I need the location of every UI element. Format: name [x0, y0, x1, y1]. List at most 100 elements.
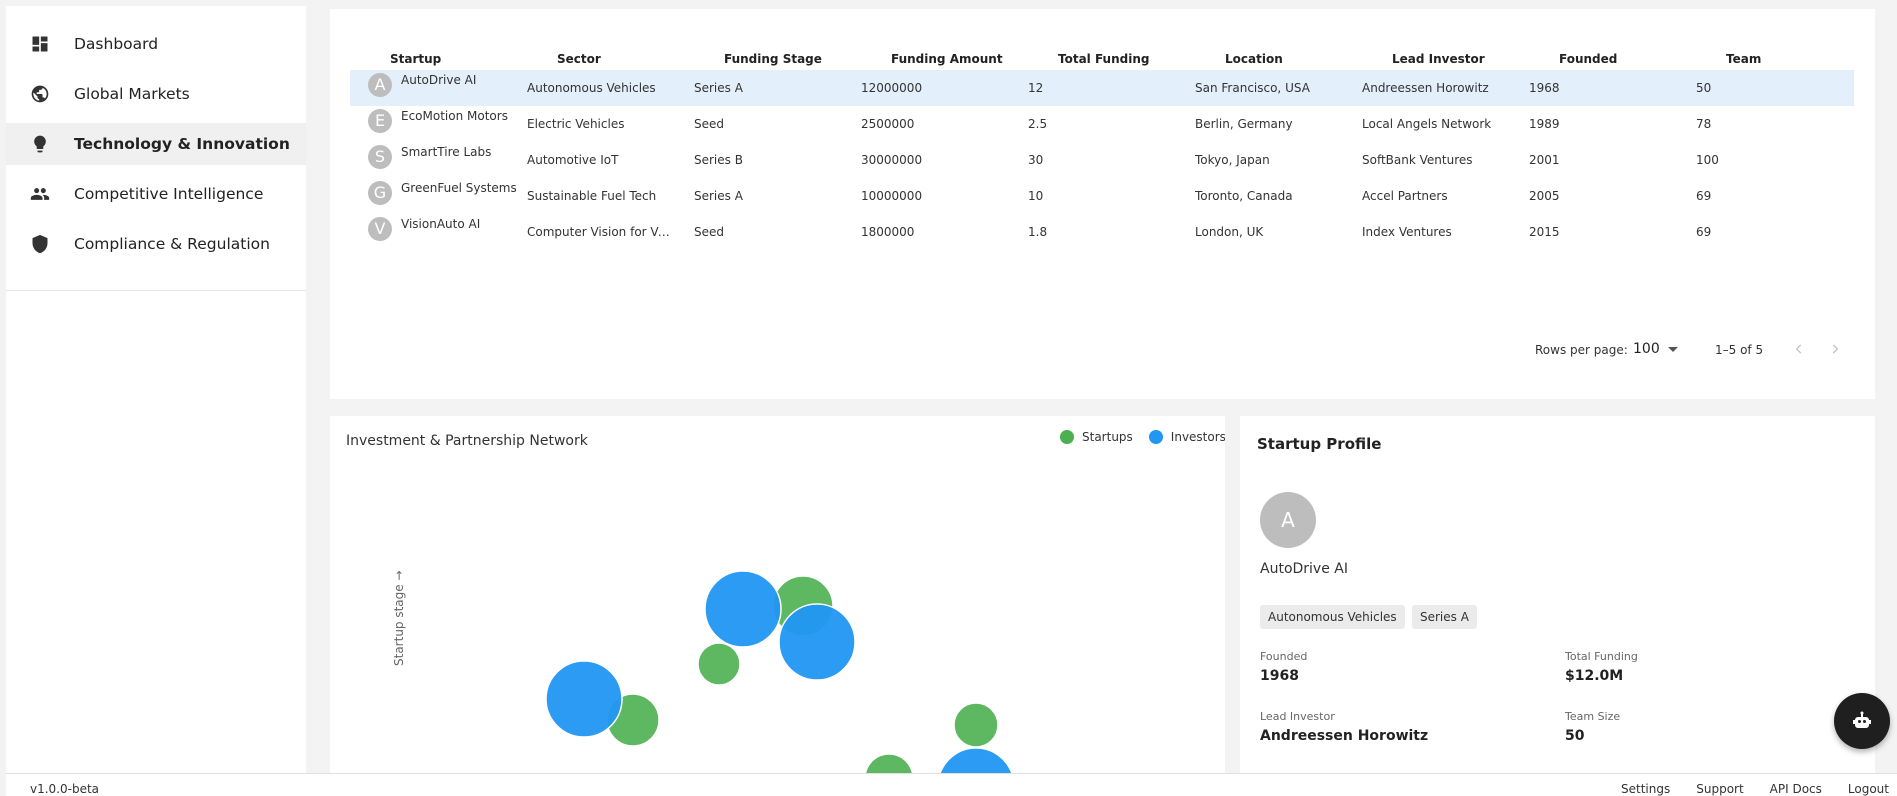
- founded-label: Founded: [1260, 650, 1308, 663]
- support-link[interactable]: Support: [1696, 782, 1744, 796]
- version-label: v1.0.0-beta: [30, 782, 100, 796]
- location-cell: Berlin, Germany: [1195, 117, 1293, 131]
- table-row[interactable]: E EcoMotion Motors Electric Vehicles See…: [350, 106, 1854, 142]
- total-cell: 2.5: [1028, 117, 1048, 131]
- team-cell: 69: [1696, 189, 1712, 203]
- avatar: A: [1260, 492, 1316, 548]
- sidebar-nav: Dashboard Global Markets Technology & In…: [6, 6, 306, 291]
- sidebar-item-label: Compliance & Regulation: [74, 235, 270, 253]
- column-header-startup[interactable]: Startup: [390, 52, 442, 66]
- table-row[interactable]: V VisionAuto AI Computer Vision for Vehi…: [350, 214, 1854, 250]
- team-cell: 50: [1696, 81, 1712, 95]
- startup-cell: E EcoMotion Motors: [360, 109, 520, 137]
- investor-node[interactable]: [938, 747, 1014, 774]
- avatar: A: [368, 73, 392, 97]
- team-size-value: 50: [1565, 728, 1585, 744]
- startup-cell: A AutoDrive AI: [360, 73, 520, 101]
- startups-table: Startup Sector Funding Stage Funding Amo…: [330, 9, 1875, 399]
- total-funding-label: Total Funding: [1565, 650, 1638, 663]
- founded-cell: 1968: [1529, 81, 1560, 95]
- stage-cell: Seed: [694, 225, 724, 239]
- startups-dot-icon: [1060, 430, 1074, 444]
- rows-per-page-label: Rows per page:: [1535, 343, 1628, 357]
- settings-link[interactable]: Settings: [1621, 782, 1671, 796]
- assistant-bot-button[interactable]: [1834, 693, 1890, 749]
- investors-dot-icon: [1148, 430, 1163, 444]
- network-chart: Investment & Partnership Network Startup…: [330, 416, 1225, 774]
- startup-name: AutoDrive AI: [401, 73, 477, 87]
- sidebar-item-label: Global Markets: [74, 85, 190, 103]
- chevron-left-icon: [1795, 344, 1802, 354]
- avatar: S: [368, 145, 392, 169]
- investor-node[interactable]: [704, 570, 782, 648]
- investor-cell: Index Ventures: [1362, 225, 1452, 239]
- location-cell: Toronto, Canada: [1195, 189, 1293, 203]
- people-icon: [30, 184, 50, 204]
- startup-name: VisionAuto AI: [401, 217, 481, 231]
- profile-name: AutoDrive AI: [1260, 561, 1348, 577]
- sector-cell: Automotive IoT: [527, 153, 619, 167]
- caret-down-icon: [1667, 346, 1678, 352]
- sidebar-item-technology-innovation[interactable]: Technology & Innovation: [6, 123, 306, 165]
- stage-cell: Seed: [694, 117, 724, 131]
- stage-cell: Series A: [694, 189, 743, 203]
- investor-node[interactable]: [778, 603, 856, 681]
- table-row[interactable]: S SmartTire Labs Automotive IoT Series B…: [350, 142, 1854, 178]
- rows-per-page-select[interactable]: 100: [1633, 341, 1678, 357]
- founded-value: 1968: [1260, 668, 1299, 684]
- team-cell: 69: [1696, 225, 1712, 239]
- amount-cell: 10000000: [861, 189, 923, 203]
- column-header-funding-stage[interactable]: Funding Stage: [724, 52, 822, 66]
- column-header-founded[interactable]: Founded: [1559, 52, 1618, 66]
- column-header-total-funding[interactable]: Total Funding: [1058, 52, 1150, 66]
- dashboard-icon: [30, 34, 50, 54]
- previous-page-button[interactable]: [1789, 339, 1809, 359]
- sidebar-item-compliance-regulation[interactable]: Compliance & Regulation: [6, 223, 306, 265]
- sidebar: Dashboard Global Markets Technology & In…: [6, 6, 306, 774]
- legend-item-startups[interactable]: Startups: [1060, 430, 1133, 444]
- startup-node[interactable]: [953, 702, 999, 748]
- startup-cell: S SmartTire Labs: [360, 145, 520, 173]
- table-row[interactable]: A AutoDrive AI Autonomous Vehicles Serie…: [350, 70, 1854, 106]
- column-header-location[interactable]: Location: [1225, 52, 1283, 66]
- column-header-lead-investor[interactable]: Lead Investor: [1392, 52, 1485, 66]
- sidebar-item-label: Technology & Innovation: [74, 135, 290, 153]
- api-docs-link[interactable]: API Docs: [1769, 782, 1822, 796]
- total-cell: 30: [1028, 153, 1044, 167]
- legend-item-investors[interactable]: Investors: [1148, 430, 1225, 444]
- logout-link[interactable]: Logout: [1847, 782, 1889, 796]
- sidebar-item-label: Dashboard: [74, 35, 159, 53]
- avatar: G: [368, 181, 392, 205]
- investor-cell: Andreessen Horowitz: [1362, 81, 1489, 95]
- total-funding-value: $12.0M: [1565, 668, 1624, 684]
- rows-per-page-value: 100: [1633, 341, 1660, 357]
- shield-icon: [30, 234, 50, 254]
- sidebar-item-global-markets[interactable]: Global Markets: [6, 73, 306, 115]
- next-page-button[interactable]: [1825, 339, 1845, 359]
- avatar: V: [368, 217, 392, 241]
- startup-name: GreenFuel Systems: [401, 181, 517, 195]
- location-cell: Tokyo, Japan: [1195, 153, 1270, 167]
- legend-label: Startups: [1082, 430, 1133, 444]
- avatar: E: [368, 109, 392, 133]
- investor-cell: Accel Partners: [1362, 189, 1448, 203]
- table-header: Startup Sector Funding Stage Funding Amo…: [360, 42, 1860, 78]
- investor-cell: SoftBank Ventures: [1362, 153, 1473, 167]
- startup-node[interactable]: [697, 642, 741, 686]
- column-header-team[interactable]: Team: [1726, 52, 1762, 66]
- profile-title: Startup Profile: [1257, 435, 1382, 453]
- sidebar-item-dashboard[interactable]: Dashboard: [6, 23, 306, 65]
- investor-node[interactable]: [545, 660, 623, 738]
- lead-investor-value: Andreessen Horowitz: [1260, 728, 1429, 744]
- amount-cell: 12000000: [861, 81, 923, 95]
- table-row[interactable]: G GreenFuel Systems Sustainable Fuel Tec…: [350, 178, 1854, 214]
- founded-cell: 2005: [1529, 189, 1560, 203]
- sidebar-item-competitive-intelligence[interactable]: Competitive Intelligence: [6, 173, 306, 215]
- investor-cell: Local Angels Network: [1362, 117, 1492, 131]
- lightbulb-icon: [30, 134, 50, 154]
- startup-node[interactable]: [864, 753, 914, 774]
- column-header-sector[interactable]: Sector: [557, 52, 601, 66]
- column-header-funding-amount[interactable]: Funding Amount: [891, 52, 1003, 66]
- network-title: Investment & Partnership Network: [346, 433, 588, 449]
- startup-name: SmartTire Labs: [401, 145, 492, 159]
